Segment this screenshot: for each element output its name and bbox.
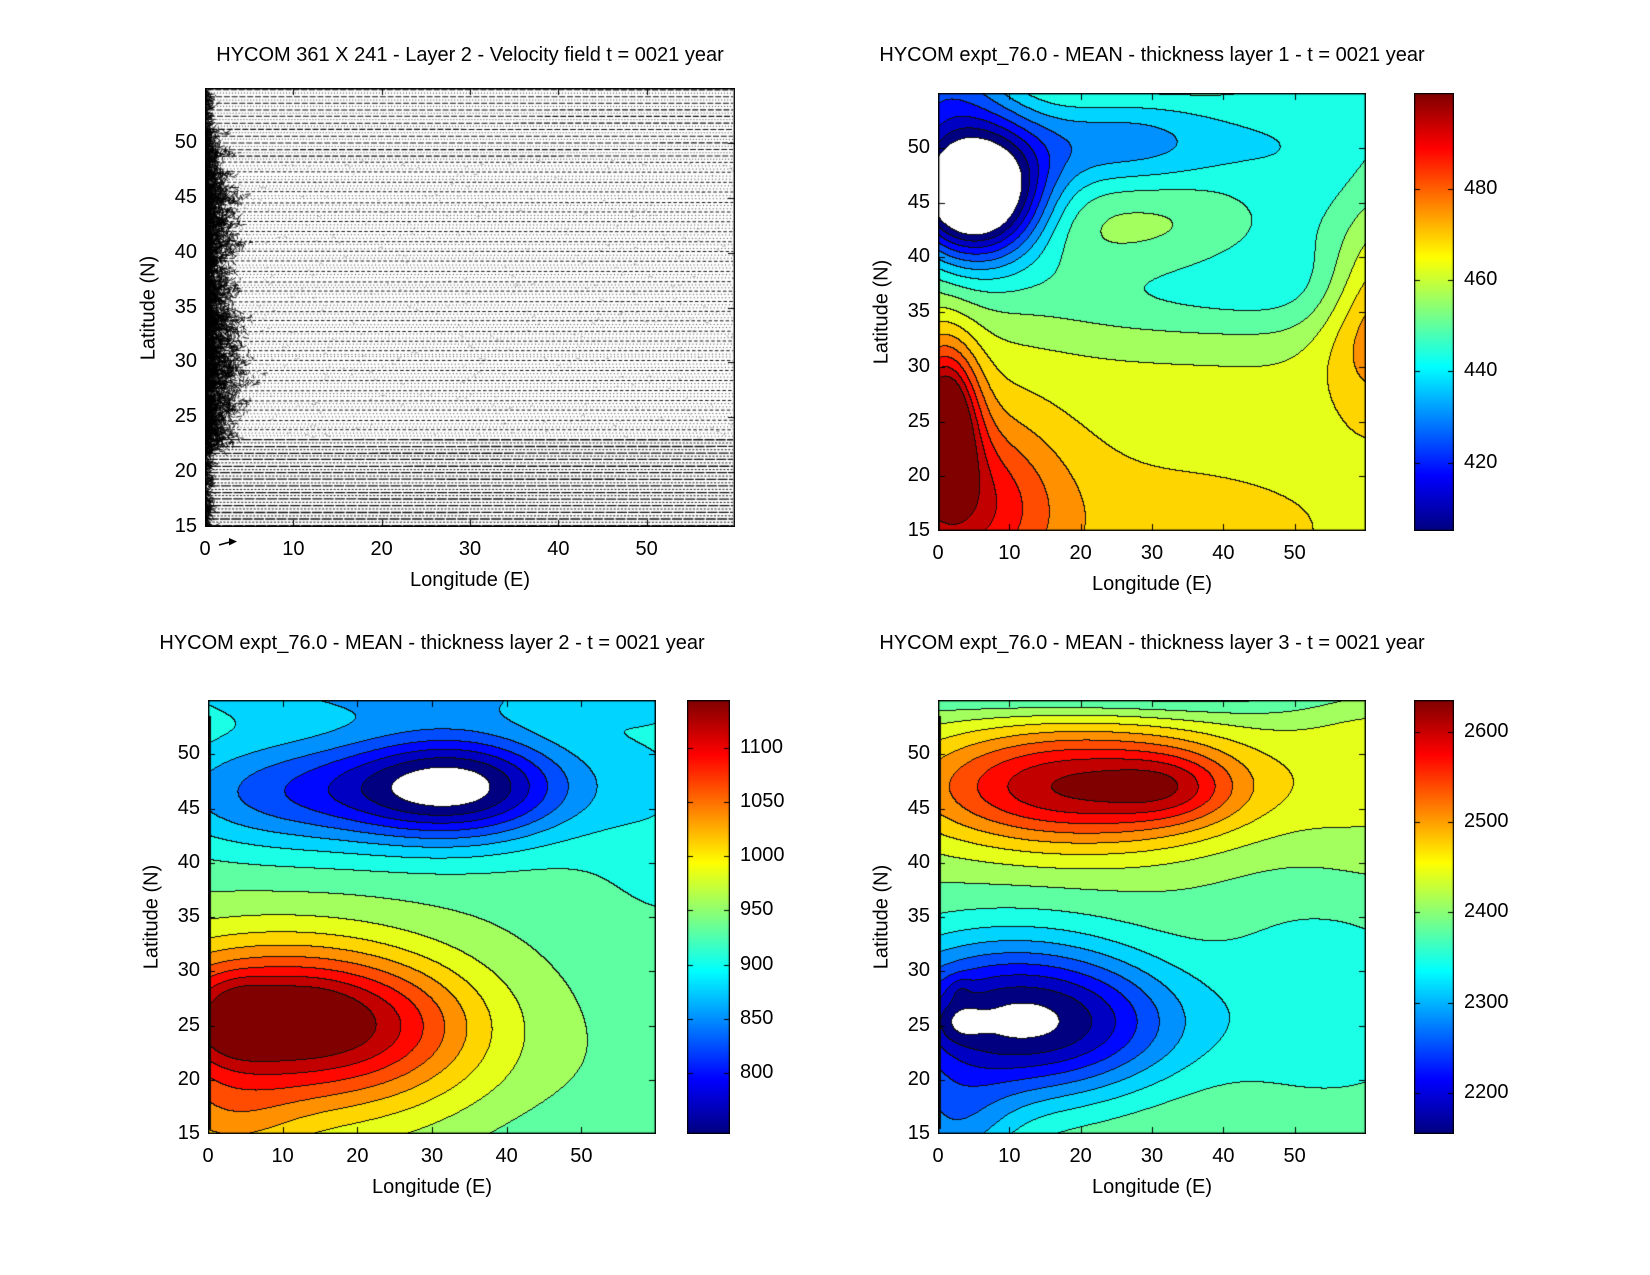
x-tick-label: 0: [199, 538, 211, 560]
colorbar-tick-label: 420: [1464, 450, 1498, 473]
y-tick-label: 35: [907, 300, 930, 322]
panel-title: HYCOM 361 X 241 - Layer 2 - Velocity fie…: [216, 44, 724, 66]
colorbar-tick-label: 480: [1464, 176, 1498, 199]
colorbar-tick-label: 1050: [740, 789, 785, 812]
y-tick-label: 25: [907, 409, 930, 432]
x-tick-label: 30: [420, 1145, 444, 1167]
x-tick-label: 20: [1069, 1145, 1092, 1167]
x-tick-label: 10: [998, 1145, 1021, 1167]
x-tick-label: 10: [998, 542, 1021, 564]
y-tick-label: 40: [174, 240, 197, 263]
colorbar-tick-label: 2600: [1464, 719, 1509, 742]
y-tick-label: 15: [174, 515, 197, 537]
colorbar-tick-label: 950: [740, 898, 774, 921]
contour-layer1-canvas: [938, 93, 1366, 531]
x-tick-label: 50: [570, 1145, 593, 1167]
y-tick-label: 20: [907, 464, 930, 487]
y-tick-label: 35: [174, 295, 197, 318]
colorbar-tick-label: 2500: [1464, 810, 1509, 833]
x-tick-label: 30: [1140, 1145, 1164, 1167]
colorbar-tick-label: 460: [1464, 268, 1498, 291]
colorbar-tick-label: 850: [740, 1006, 774, 1029]
y-tick-label: 20: [907, 1067, 930, 1090]
colorbar-tick-label: 900: [740, 952, 774, 975]
y-tick-label: 25: [174, 405, 197, 428]
y-tick-label: 30: [177, 959, 200, 982]
y-tick-label: 20: [177, 1067, 200, 1090]
colorbar-layer2-canvas: [687, 700, 730, 1134]
y-tick-label: 40: [907, 245, 930, 268]
y-tick-label: 50: [907, 742, 930, 765]
contour-layer3-canvas: [938, 700, 1366, 1134]
x-tick-label: 40: [1212, 1145, 1235, 1167]
y-tick-label: 50: [907, 135, 930, 158]
x-axis-label: Longitude (E): [371, 1176, 493, 1198]
y-tick-label: 45: [174, 185, 197, 208]
y-tick-label: 35: [177, 905, 200, 927]
x-tick-label: 30: [458, 538, 482, 560]
y-tick-label: 50: [174, 130, 197, 153]
colorbar-tick-label: 2400: [1464, 900, 1509, 923]
y-tick-label: 30: [174, 350, 197, 373]
contour-layer2-canvas: [208, 700, 656, 1134]
y-tick-label: 25: [177, 1013, 200, 1036]
x-tick-label: 40: [547, 538, 570, 560]
colorbar-layer1-canvas: [1414, 93, 1454, 531]
x-tick-label: 50: [1283, 542, 1306, 564]
y-tick-label: 25: [907, 1013, 930, 1036]
y-tick-label: 15: [907, 1122, 930, 1144]
colorbar-tick-label: 1100: [740, 735, 784, 758]
y-tick-label: 15: [907, 519, 930, 541]
y-tick-label: 50: [177, 742, 200, 765]
y-tick-label: 35: [907, 905, 930, 927]
colorbar-tick-label: 1000: [740, 844, 785, 867]
panel-title: HYCOM expt_76.0 - MEAN - thickness layer…: [879, 44, 1425, 66]
x-tick-label: 0: [932, 1145, 944, 1167]
y-tick-label: 30: [907, 959, 930, 982]
y-tick-label: 45: [177, 796, 200, 819]
velocity-quiver-canvas: [205, 88, 735, 527]
y-tick-label: 45: [907, 796, 930, 819]
y-tick-label: 40: [177, 850, 200, 873]
colorbar-tick-label: 2200: [1464, 1081, 1509, 1104]
x-tick-label: 0: [932, 542, 944, 564]
y-tick-label: 40: [907, 850, 930, 873]
x-tick-label: 50: [1283, 1145, 1306, 1167]
x-tick-label: 20: [1069, 542, 1092, 564]
y-tick-label: 30: [907, 354, 930, 377]
x-tick-label: 40: [1212, 542, 1235, 564]
x-axis-label: Longitude (E): [1091, 573, 1213, 595]
x-tick-label: 10: [271, 1145, 294, 1167]
x-tick-label: 10: [282, 538, 305, 560]
x-tick-label: 20: [346, 1145, 369, 1167]
x-tick-label: 40: [495, 1145, 518, 1167]
panel-title: HYCOM expt_76.0 - MEAN - thickness layer…: [159, 632, 705, 654]
colorbar-tick-label: 800: [740, 1061, 774, 1084]
panel-title: HYCOM expt_76.0 - MEAN - thickness layer…: [879, 632, 1425, 654]
x-tick-label: 20: [370, 538, 393, 560]
colorbar-tick-label: 440: [1464, 359, 1498, 382]
y-tick-label: 45: [907, 190, 930, 213]
quiver-reference-arrow-icon: [218, 538, 237, 546]
y-tick-label: 20: [174, 460, 197, 483]
colorbar-layer3-canvas: [1414, 700, 1454, 1134]
colorbar-tick-label: 2300: [1464, 990, 1509, 1013]
x-axis-label: Longitude (E): [409, 569, 531, 591]
y-tick-label: 15: [177, 1122, 200, 1144]
x-tick-label: 50: [635, 538, 658, 560]
x-tick-label: 30: [1140, 542, 1164, 564]
x-axis-label: Longitude (E): [1091, 1176, 1213, 1198]
x-tick-label: 0: [202, 1145, 214, 1167]
